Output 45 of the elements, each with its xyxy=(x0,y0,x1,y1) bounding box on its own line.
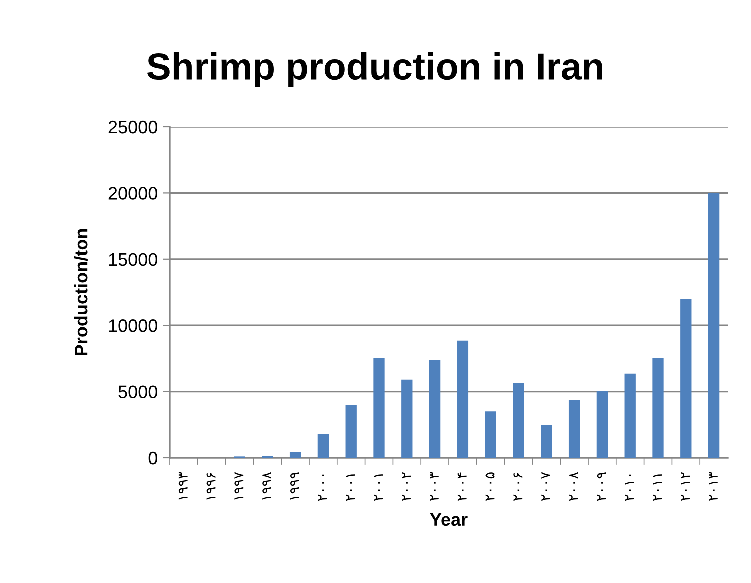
bar xyxy=(318,434,330,458)
chart-title: Shrimp production in Iran xyxy=(147,52,602,88)
x-tick-label: ۲۰۱۱ xyxy=(653,474,662,502)
x-axis-title: Year xyxy=(430,514,468,526)
x-tick-label: ۲۰۰۱ xyxy=(346,474,356,502)
bar xyxy=(429,360,441,458)
y-tick-label: 5000 xyxy=(118,386,158,399)
y-tick-label: 20000 xyxy=(108,187,158,200)
bar xyxy=(596,391,608,458)
bar xyxy=(680,299,692,458)
x-tick-label: ۲۰۱۲ xyxy=(681,472,690,502)
x-tick-label: ۲۰۰۲ xyxy=(402,472,411,502)
bar xyxy=(708,193,720,458)
bar xyxy=(485,412,496,458)
bar xyxy=(568,400,580,458)
x-tick-label: ۲۰۰۰ xyxy=(318,474,328,502)
x-tick-label: ۲۰۱۰ xyxy=(625,474,634,502)
bar xyxy=(290,452,302,458)
x-tick-label: ۲۰۰۸ xyxy=(570,472,578,502)
x-tick-label: ۲۰۰۶ xyxy=(514,473,523,502)
bar xyxy=(624,374,636,458)
y-tick-label: 15000 xyxy=(109,253,158,266)
y-tick-label: 10000 xyxy=(109,320,158,332)
x-tick-label: ۲۰۰۹ xyxy=(597,472,606,502)
bar xyxy=(374,358,385,458)
x-tick-label: ۲۰۰۱ xyxy=(374,474,384,502)
bar xyxy=(402,380,413,458)
bar xyxy=(457,340,469,458)
bar xyxy=(346,405,357,458)
x-tick-label: ۱۹۹۶ xyxy=(206,473,216,500)
x-tick-label: ۲۰۰۵ xyxy=(486,472,495,502)
y-tick-label: 25000 xyxy=(108,120,158,134)
x-tick-label: ۱۹۹۹ xyxy=(290,472,300,500)
bar xyxy=(541,426,552,458)
x-tick-label: ۱۹۹۷ xyxy=(234,472,244,500)
y-axis-title: Production/ton xyxy=(74,229,88,356)
x-tick-label: ۲۰۰۷ xyxy=(542,472,550,502)
y-tick-label: 0 xyxy=(148,452,158,465)
x-tick-label: ۱۹۹۳ xyxy=(178,472,188,500)
bar xyxy=(652,358,664,458)
x-tick-label: ۲۰۱۳ xyxy=(709,472,718,502)
x-tick-label: ۲۰۰۴ xyxy=(458,472,467,502)
bar xyxy=(513,383,524,458)
x-tick-label: ۱۹۹۸ xyxy=(262,472,272,500)
x-tick-label: ۲۰۰۳ xyxy=(430,472,439,502)
